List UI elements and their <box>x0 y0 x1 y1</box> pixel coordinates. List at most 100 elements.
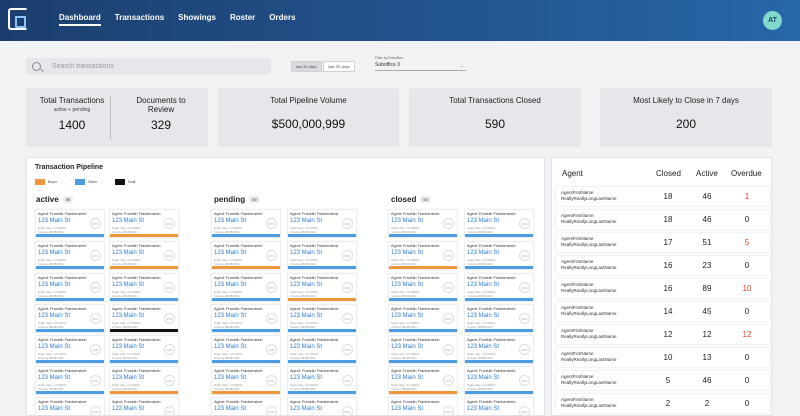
kpi-card-transactions-closed: Total Transactions Closed 590 <box>409 88 581 147</box>
transaction-card[interactable]: Agent: Franklin Frankenstein 123 Main St N… <box>109 304 179 333</box>
agent-row[interactable]: AgentFirstName ReallyReallyLongLastName 2 2… <box>556 394 769 413</box>
card-closing-date: Closing 08/08/2021 <box>391 262 417 266</box>
transaction-card[interactable]: Agent: Franklin Frankenstein 123 Main St N… <box>35 335 105 364</box>
card-address: 123 Main St <box>112 218 145 224</box>
card-agent: Agent: Franklin Frankenstein <box>391 338 440 342</box>
transaction-card[interactable]: Agent: Franklin Frankenstein 123 Main St N… <box>388 304 458 333</box>
kpi-total-transactions-title: Total Transactions <box>39 96 105 105</box>
card-closing-date: Closing 08/08/2021 <box>290 356 316 360</box>
card-closing-date: Closing 08/08/2021 <box>214 325 240 329</box>
transaction-card[interactable]: Agent: Franklin Frankenstein 123 Main St N… <box>211 209 281 238</box>
transaction-card[interactable]: Agent: Franklin Frankenstein 123 Main St N… <box>211 241 281 270</box>
transaction-card[interactable]: Agent: Franklin Frankenstein 123 Main St N… <box>211 397 281 415</box>
card-agent: Agent: Franklin Frankenstein <box>214 244 263 248</box>
nav-showings[interactable]: Showings <box>178 13 216 22</box>
transaction-card[interactable]: Agent: Franklin Frankenstein 123 Main St N… <box>35 366 105 395</box>
card-type-bar <box>110 391 178 394</box>
transaction-card[interactable]: Agent: Franklin Frankenstein 123 Main St N… <box>35 397 105 415</box>
card-address: 123 Main St <box>38 282 71 288</box>
transaction-card[interactable]: Agent: Franklin Frankenstein 123 Main St N… <box>287 304 357 333</box>
transaction-card[interactable]: Agent: Franklin Frankenstein 123 Main St N… <box>211 366 281 395</box>
kpi-likely-to-close-value: 200 <box>675 117 697 131</box>
transaction-card[interactable]: Agent: Franklin Frankenstein 123 Main St N… <box>211 304 281 333</box>
user-avatar[interactable]: AT <box>763 11 782 30</box>
transaction-card[interactable]: Agent: Franklin Frankenstein 123 Main St N… <box>109 209 179 238</box>
agent-active-count: 23 <box>702 261 712 270</box>
card-address: 123 Main St <box>391 406 424 412</box>
transaction-card[interactable]: Agent: Franklin Frankenstein 123 Main St N… <box>464 335 534 364</box>
card-agent: Agent: Franklin Frankenstein <box>290 244 339 248</box>
agent-row[interactable]: AgentFirstName ReallyReallyLongLastName 16… <box>556 256 769 275</box>
agent-row[interactable]: AgentFirstName ReallyReallyLongLastName 18… <box>556 210 769 229</box>
transaction-card[interactable]: Agent: Franklin Frankenstein 123 Main St N… <box>287 335 357 364</box>
agent-active-count: 45 <box>702 307 712 316</box>
progress-ring-icon: 60% <box>164 406 175 415</box>
transaction-card[interactable]: Agent: Franklin Frankenstein 123 Main St N… <box>109 366 179 395</box>
transaction-card[interactable]: Agent: Franklin Frankenstein 123 Main St N… <box>388 273 458 302</box>
transaction-card[interactable]: Agent: Franklin Frankenstein 123 Main St N… <box>109 397 179 415</box>
transaction-card[interactable]: Agent: Franklin Frankenstein 123 Main St N… <box>211 273 281 302</box>
card-agent: Agent: Franklin Frankenstein <box>467 338 516 342</box>
card-address: 123 Main St <box>467 375 500 381</box>
progress-ring-icon: 60% <box>443 406 454 415</box>
nav-roster[interactable]: Roster <box>229 13 256 22</box>
agent-name: AgentFirstName ReallyReallyLongLastName <box>561 236 617 247</box>
agent-overdue-count: 0 <box>744 215 750 224</box>
agent-row[interactable]: AgentFirstName ReallyReallyLongLastName 18… <box>556 187 769 206</box>
agent-row[interactable]: AgentFirstName ReallyReallyLongLastName 17… <box>556 233 769 252</box>
transaction-card[interactable]: Agent: Franklin Frankenstein 123 Main St N… <box>109 335 179 364</box>
card-type-bar <box>212 266 280 269</box>
suboffice-select[interactable]: Suboffice 3 ⌄ <box>375 62 466 71</box>
card-agent: Agent: Franklin Frankenstein <box>391 369 440 373</box>
card-agent: Agent: Franklin Frankenstein <box>38 307 87 311</box>
transaction-card[interactable]: Agent: Franklin Frankenstein 123 Main St N… <box>464 209 534 238</box>
agent-row[interactable]: AgentFirstName ReallyReallyLongLastName 10… <box>556 348 769 367</box>
card-type-bar <box>465 329 533 332</box>
agent-row[interactable]: AgentFirstName ReallyReallyLongLastName 5 4… <box>556 371 769 390</box>
progress-ring-icon: 60% <box>342 406 353 415</box>
transaction-card[interactable]: Agent: Franklin Frankenstein 123 Main St N… <box>287 209 357 238</box>
app-logo-icon[interactable] <box>8 8 28 30</box>
transaction-card[interactable]: Agent: Franklin Frankenstein 123 Main St N… <box>388 397 458 415</box>
transaction-card[interactable]: Agent: Franklin Frankenstein 123 Main St N… <box>35 304 105 333</box>
transaction-card[interactable]: Agent: Franklin Frankenstein 123 Main St N… <box>464 397 534 415</box>
transaction-card[interactable]: Agent: Franklin Frankenstein 123 Main St N… <box>109 241 179 270</box>
transaction-card[interactable]: Agent: Franklin Frankenstein 123 Main St N… <box>388 241 458 270</box>
transaction-card[interactable]: Agent: Franklin Frankenstein 123 Main St N… <box>388 366 458 395</box>
transaction-card[interactable]: Agent: Franklin Frankenstein 123 Main St N… <box>388 335 458 364</box>
transaction-card[interactable]: Agent: Franklin Frankenstein 123 Main St N… <box>35 241 105 270</box>
card-type-bar <box>36 298 104 301</box>
transaction-card[interactable]: Agent: Franklin Frankenstein 123 Main St N… <box>464 241 534 270</box>
transaction-card[interactable]: Agent: Franklin Frankenstein 123 Main St N… <box>388 209 458 238</box>
nav-transactions[interactable]: Transactions <box>114 13 165 22</box>
transaction-card[interactable]: Agent: Franklin Frankenstein 123 Main St N… <box>464 304 534 333</box>
card-city: Night Vale, CA 90001 <box>467 226 496 230</box>
agent-overdue-count: 10 <box>742 284 752 293</box>
agent-row[interactable]: AgentFirstName ReallyReallyLongLastName 16… <box>556 279 769 298</box>
card-address: 123 Main St <box>112 406 145 412</box>
card-city: Night Vale, CA 90001 <box>38 352 67 356</box>
card-agent: Agent: Franklin Frankenstein <box>38 369 87 373</box>
progress-ring-icon: 60% <box>266 282 277 293</box>
card-closing-date: Closing 08/08/2021 <box>290 294 316 298</box>
transaction-card[interactable]: Agent: Franklin Frankenstein 123 Main St N… <box>287 366 357 395</box>
nav-orders[interactable]: Orders <box>269 13 296 22</box>
search-input[interactable] <box>52 63 252 70</box>
range-90-days-button[interactable]: last 90 days <box>323 61 355 72</box>
transaction-card[interactable]: Agent: Franklin Frankenstein 123 Main St N… <box>464 366 534 395</box>
agent-active-count: 46 <box>702 376 712 385</box>
agent-name: AgentFirstName ReallyReallyLongLastName <box>561 328 617 339</box>
transaction-card[interactable]: Agent: Franklin Frankenstein 123 Main St N… <box>464 273 534 302</box>
transaction-card[interactable]: Agent: Franklin Frankenstein 123 Main St N… <box>109 273 179 302</box>
transaction-card[interactable]: Agent: Franklin Frankenstein 123 Main St N… <box>287 241 357 270</box>
agent-row[interactable]: AgentFirstName ReallyReallyLongLastName 12… <box>556 325 769 344</box>
range-30-days-button[interactable]: last 30 days <box>291 61 322 72</box>
transaction-card[interactable]: Agent: Franklin Frankenstein 123 Main St N… <box>211 335 281 364</box>
agent-row[interactable]: AgentFirstName ReallyReallyLongLastName 14… <box>556 302 769 321</box>
transaction-card[interactable]: Agent: Franklin Frankenstein 123 Main St N… <box>35 209 105 238</box>
transaction-card[interactable]: Agent: Franklin Frankenstein 123 Main St N… <box>287 397 357 415</box>
transaction-card[interactable]: Agent: Franklin Frankenstein 123 Main St N… <box>287 273 357 302</box>
card-agent: Agent: Franklin Frankenstein <box>391 244 440 248</box>
transaction-card[interactable]: Agent: Franklin Frankenstein 123 Main St N… <box>35 273 105 302</box>
nav-dashboard[interactable]: Dashboard <box>52 0 108 41</box>
